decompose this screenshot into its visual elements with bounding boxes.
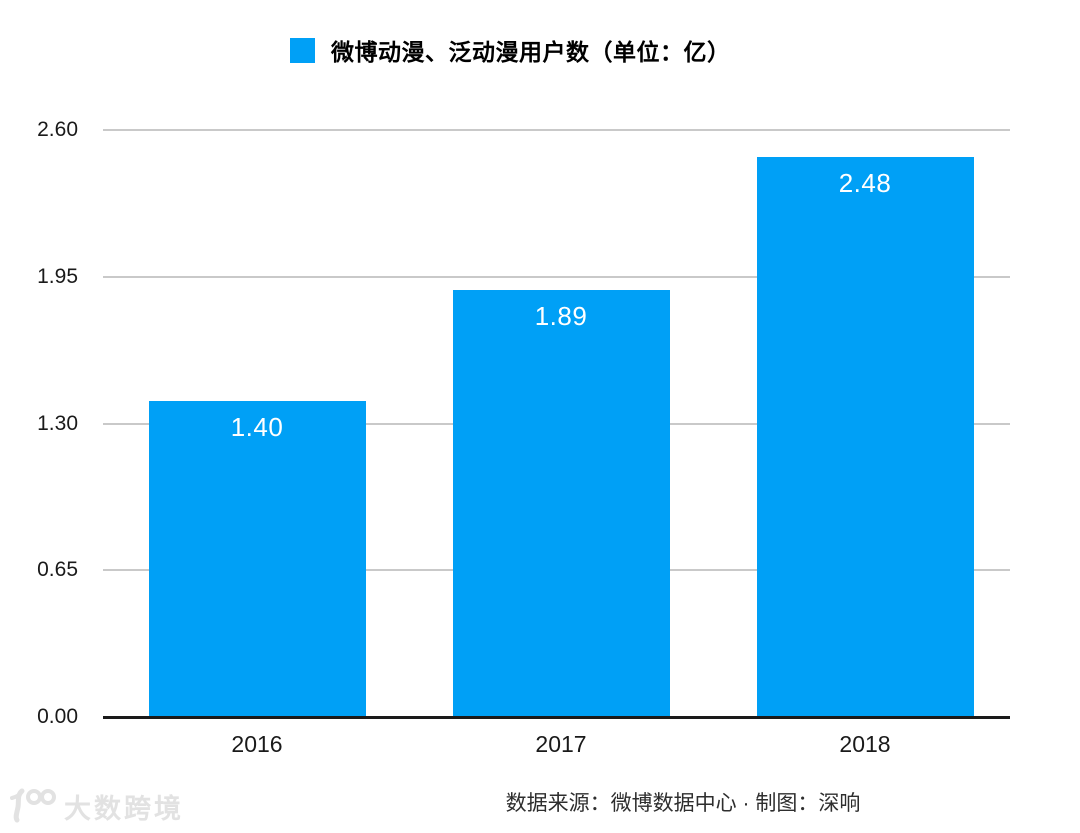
gridline	[103, 129, 1010, 131]
chart-legend: 微博动漫、泛动漫用户数（单位：亿）	[290, 33, 731, 67]
gridline	[103, 275, 1010, 278]
bar: 1.40	[148, 400, 366, 717]
watermark: 大数跨境	[6, 785, 184, 827]
legend-swatch	[290, 37, 315, 63]
legend-label: 微博动漫、泛动漫用户数（单位：亿）	[331, 39, 731, 65]
y-tick-label: 0.65	[37, 558, 78, 582]
source-caption: 数据来源：微博数据中心 · 制图：深响	[505, 792, 861, 815]
y-tick-label: 1.95	[37, 264, 78, 288]
x-tick-label: 2018	[839, 731, 891, 757]
bar: 2.48	[756, 157, 974, 717]
watermark-text: 大数跨境	[64, 793, 184, 824]
bar-value-label: 1.89	[534, 301, 588, 332]
x-tick-label: 2016	[231, 731, 283, 757]
watermark-logo-icon	[10, 788, 56, 823]
x-axis-line	[103, 716, 1010, 719]
bar: 1.89	[452, 290, 670, 717]
x-tick-label: 2017	[535, 731, 587, 757]
y-tick-label: 0.00	[37, 705, 78, 728]
bar-value-label: 2.48	[838, 168, 892, 199]
y-tick-label: 2.60	[37, 118, 78, 141]
y-tick-label: 1.30	[37, 411, 78, 435]
bar-value-label: 1.40	[230, 411, 284, 442]
